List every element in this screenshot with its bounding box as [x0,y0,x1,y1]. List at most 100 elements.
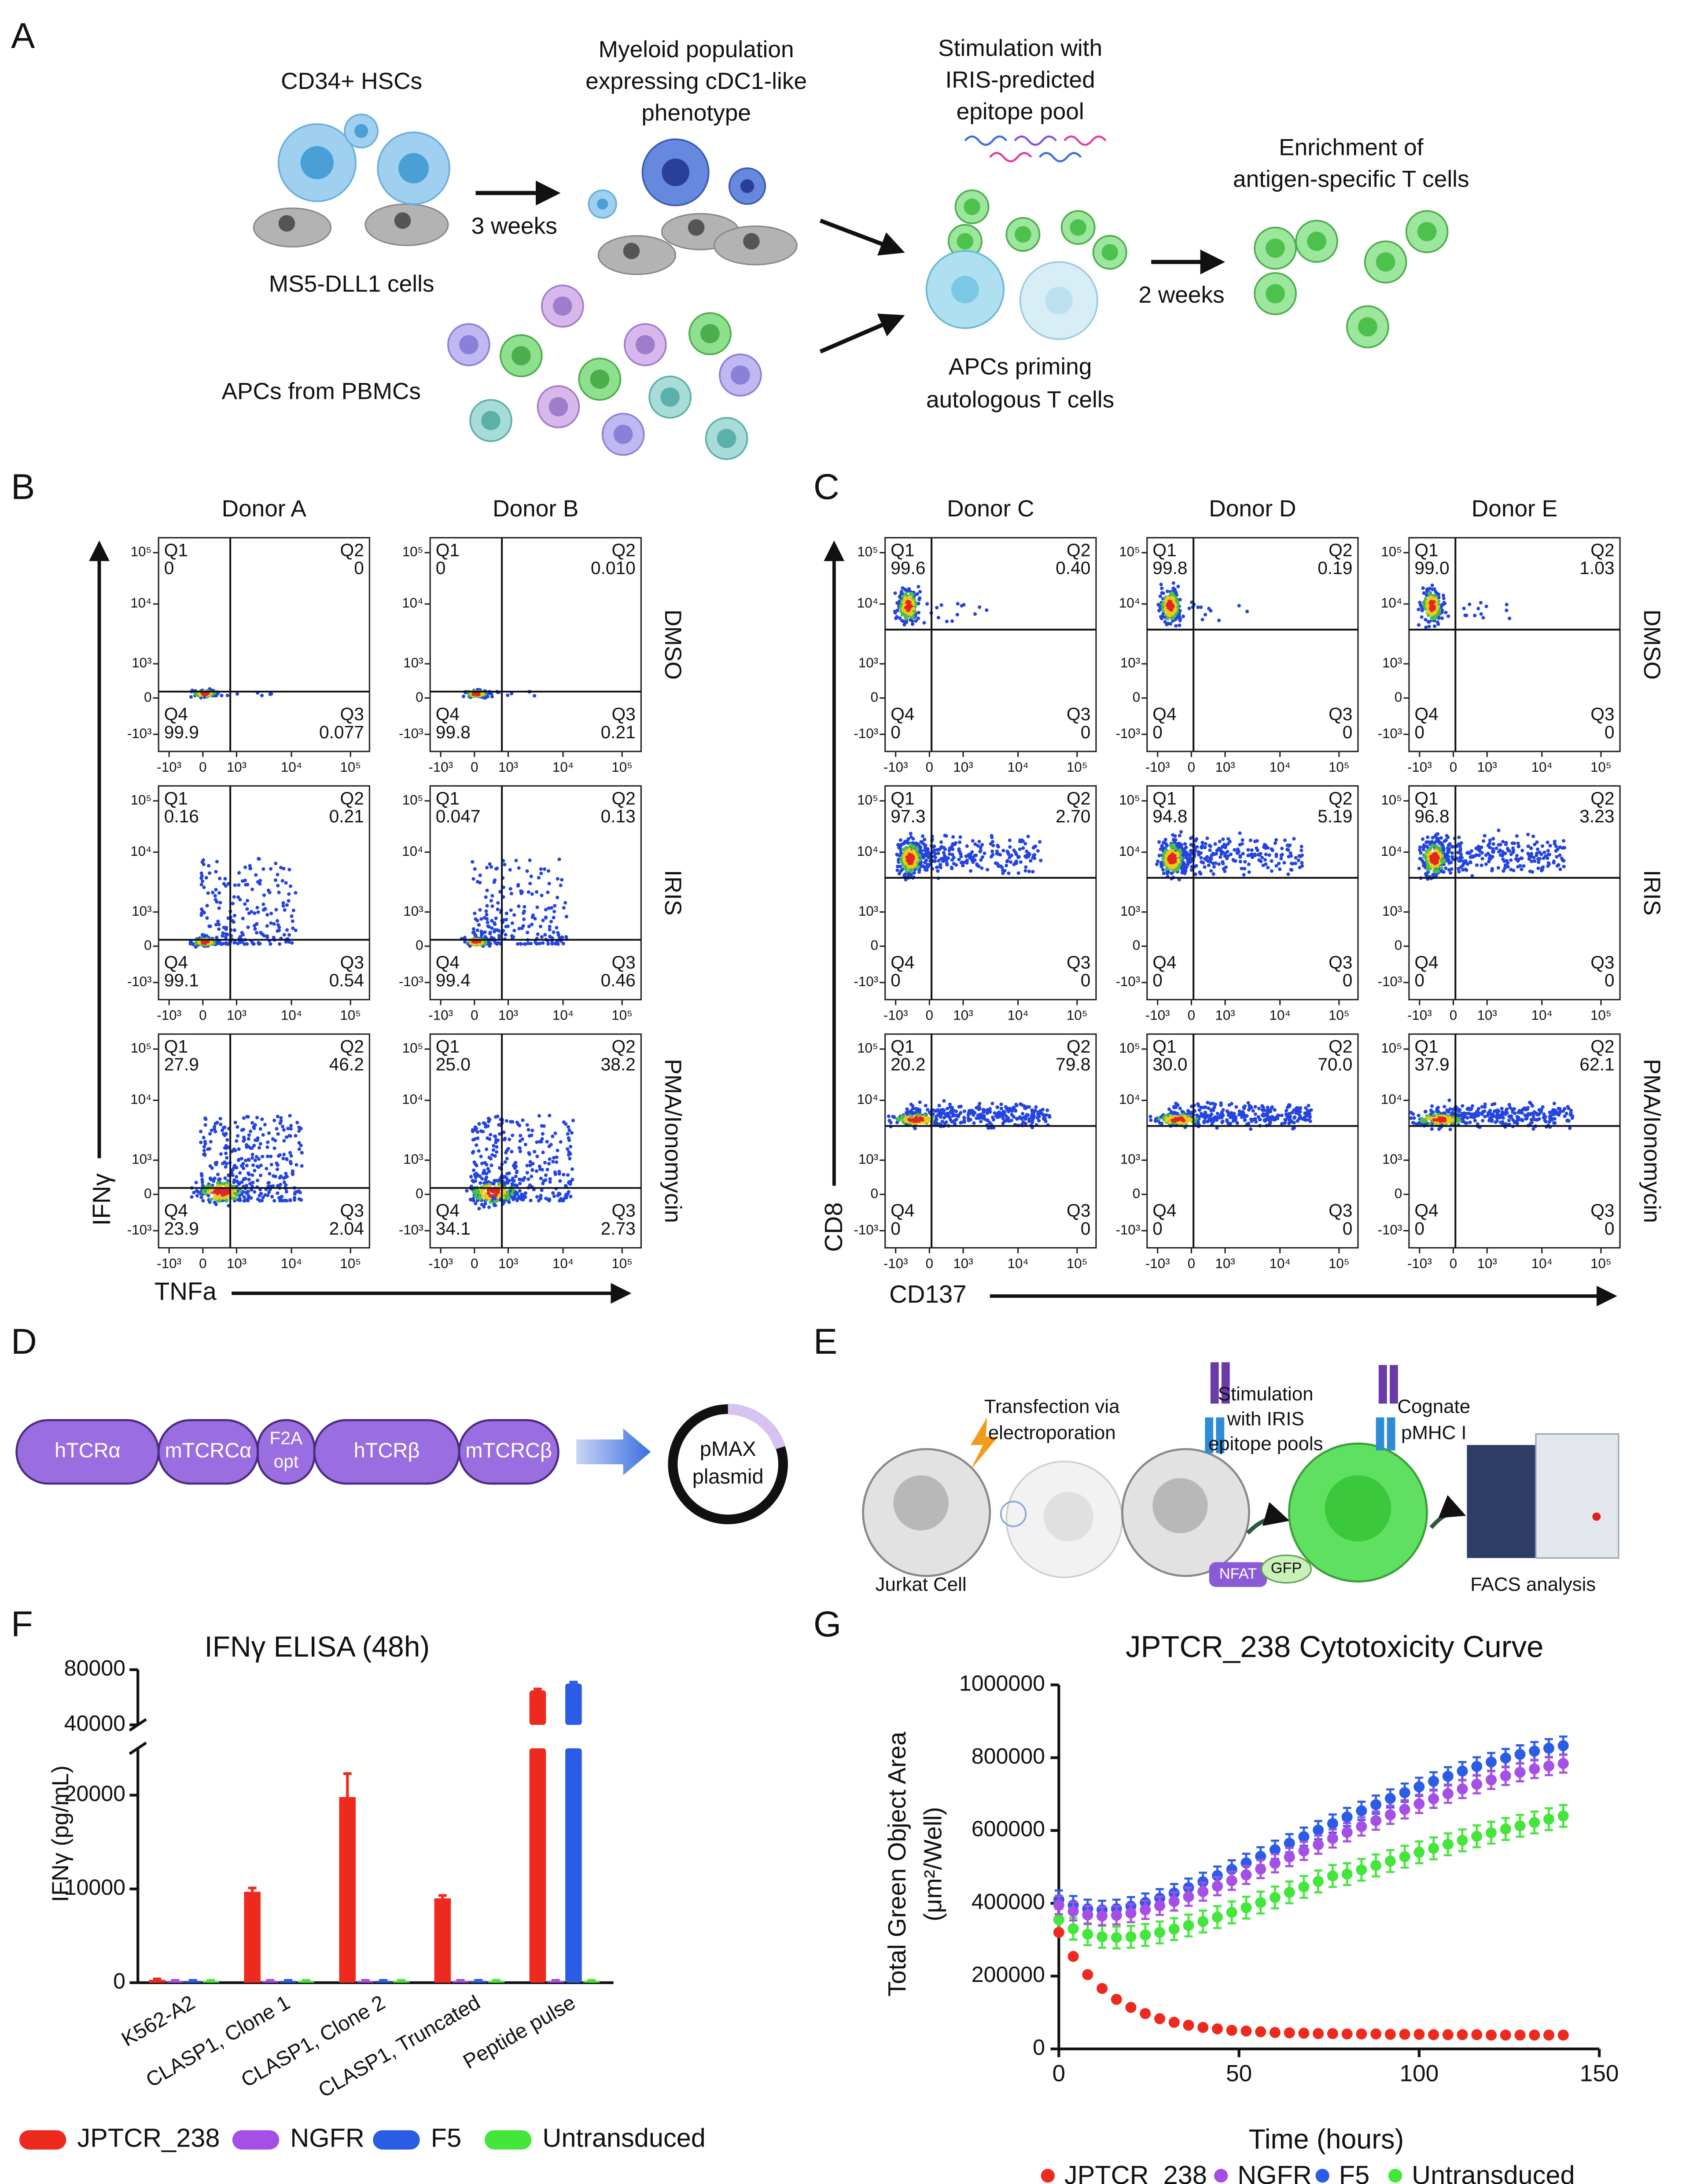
event-dot [1530,859,1534,863]
x-tick-label: 10³ [953,759,973,775]
event-dot [1253,1112,1257,1116]
event-dot [1292,837,1296,841]
event-dot [537,1164,541,1168]
event-dot [1161,591,1165,595]
event-dot [1168,604,1172,609]
event-dot [535,1195,539,1199]
event-dot [243,865,247,869]
nucleus [1307,232,1326,251]
event-dot [933,855,937,860]
event-dot [1226,837,1230,841]
event-dot [287,868,291,872]
event-dot [1468,860,1472,864]
event-dot [1233,1118,1237,1122]
event-dot [990,1101,994,1105]
event-dot [1165,843,1169,847]
event-dot [260,693,264,697]
nucleus [660,387,680,407]
event-dot [299,1127,303,1131]
event-dot [221,1161,225,1165]
event-dot [221,931,225,935]
nucleus [354,124,368,138]
x-tick-label: 10⁵ [1067,1256,1088,1271]
event-dot [489,1157,493,1161]
nucleus [951,276,979,304]
event-dot [470,1198,474,1202]
event-dot [909,835,913,839]
quadrant-name: Q4 [891,1201,914,1221]
event-dot [471,1149,475,1154]
event-dot [269,1154,273,1158]
event-dot [1511,851,1515,854]
event-dot [215,935,219,939]
event-dot [986,868,990,872]
event-dot [553,942,557,946]
quadrant-name: Q2 [1067,540,1090,560]
event-dot [988,1110,992,1114]
event-dot [528,858,532,862]
event-dot [253,1190,257,1194]
nucleus [623,243,640,259]
event-dot [206,891,210,895]
event-dot [962,1109,966,1113]
event-dot [483,1202,487,1206]
event-dot [1015,1116,1019,1120]
label: CD34+ HSCs [281,68,422,94]
event-dot [492,1182,496,1186]
event-dot [280,879,284,883]
event-dot [1561,858,1565,862]
quadrant-name: Q4 [891,952,914,972]
event-dot [510,921,514,925]
x-tick-label: 10⁵ [611,1008,633,1023]
x-tick-label: 10³ [1477,1008,1497,1023]
event-dot [1221,1120,1225,1123]
event-dot [1023,842,1027,846]
quadrant-name: Q2 [340,788,364,808]
event-dot [561,1198,565,1202]
panel-label: A [11,16,35,56]
event-dot [533,694,537,698]
event-dot [952,855,956,859]
event-dot [463,935,467,939]
event-dot [566,1192,570,1196]
event-dot [270,1195,274,1199]
event-dot [512,913,516,917]
event-dot [278,1121,282,1125]
event-dot [1529,852,1534,856]
event-dot [1157,854,1161,858]
event-dot [556,1149,559,1153]
event-dot [465,1189,469,1193]
y-tick-label: 0 [416,689,423,705]
event-dot [284,1199,289,1203]
event-dot [262,934,266,938]
event-dot [274,862,278,865]
event-dot [529,942,533,946]
x-tick-label: 10⁵ [611,759,633,775]
event-dot [557,1191,561,1195]
event-dot [225,1156,229,1160]
event-dot [568,1156,572,1160]
quadrant-name: Q1 [1414,540,1438,560]
event-dot [1284,1118,1288,1122]
nucleus [1015,226,1031,243]
quadrant-name: Q4 [1152,952,1176,972]
event-dot [1457,836,1461,840]
event-dot [235,692,239,696]
panel-label: G [813,1604,841,1644]
event-dot [1248,853,1252,857]
plot-frame [158,785,370,1001]
event-dot [924,858,928,862]
event-dot [1170,857,1174,861]
event-dot [261,1195,265,1199]
event-dot [567,1150,571,1154]
event-dot [512,1164,515,1168]
event-dot [477,1122,481,1126]
event-dot [263,907,267,911]
event-dot [1430,604,1434,608]
event-dot [284,1171,288,1175]
event-dot [534,1169,539,1173]
event-dot [540,1137,544,1141]
event-dot [1491,849,1495,853]
x-tick-label: 10³ [1215,1008,1235,1023]
event-dot [544,908,548,912]
